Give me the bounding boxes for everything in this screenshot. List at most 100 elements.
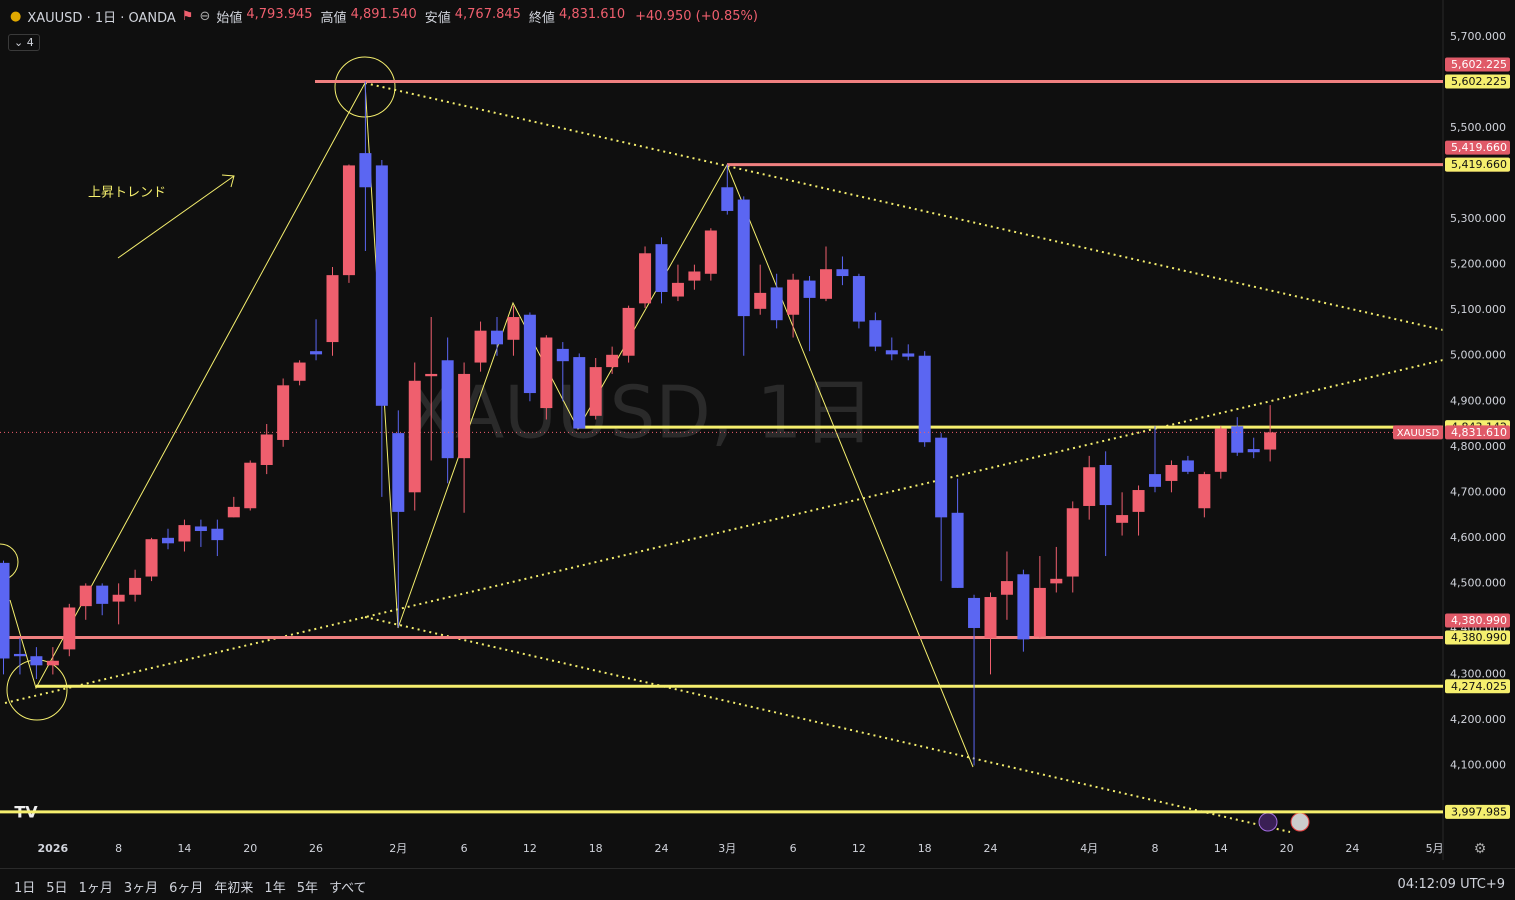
last-price-tag [1393, 425, 1443, 440]
candle-body [622, 307, 635, 356]
last-price-bg [1445, 425, 1510, 440]
candle-body [1116, 515, 1129, 523]
level-label: 5,602.225 [1451, 75, 1507, 88]
flag[interactable]: ⚑ [181, 9, 194, 24]
candle-body [737, 199, 750, 317]
x-tick-label: 2026 [38, 842, 69, 855]
candle-body [63, 607, 76, 650]
indicator-toggle[interactable]: ⌄ 4 [8, 34, 40, 51]
arrow-head [221, 174, 235, 188]
y-tick-label: 5,100.000 [1450, 303, 1506, 316]
candle-body [79, 585, 92, 607]
x-tick-label: 8 [1152, 842, 1159, 855]
level-label: 5,419.660 [1451, 141, 1507, 154]
x-tick-label: 18 [918, 842, 932, 855]
candle-body [1033, 587, 1046, 637]
ohlc-value: 4,793.945 [246, 7, 313, 22]
y-tick-label: 4,700.000 [1450, 485, 1506, 498]
x-tick-label: 6 [790, 842, 797, 855]
event-icon[interactable] [1290, 812, 1310, 832]
level-label: 4,380.990 [1451, 631, 1507, 644]
candle-body [277, 385, 290, 440]
candle-body [458, 373, 471, 459]
y-tick-label: 4,100.000 [1450, 758, 1506, 771]
candle-body [1050, 578, 1063, 584]
candle-body [244, 462, 257, 509]
candle-body [655, 244, 668, 292]
level-label: 5,419.660 [1451, 158, 1507, 171]
arrow [117, 175, 235, 259]
candle-body [869, 320, 882, 347]
level-label-bg [1445, 57, 1510, 72]
range-button[interactable]: 1ヶ月 [78, 881, 113, 896]
range-button[interactable]: 1日 [14, 881, 36, 896]
range-button[interactable]: 6ヶ月 [169, 881, 204, 896]
level-label-bg [1445, 630, 1510, 645]
x-tick-label: 5月 [1426, 842, 1444, 855]
candle-body [951, 512, 964, 588]
settings[interactable]: ⚙ [1474, 841, 1487, 857]
level-label-bg [1445, 613, 1510, 628]
trend-line [364, 82, 1444, 331]
candle-body [556, 348, 569, 362]
candle-body [671, 282, 684, 297]
candle-body [425, 373, 438, 377]
y-tick-label: 4,900.000 [1450, 394, 1506, 407]
y-tick-label: 4,800.000 [1450, 440, 1506, 453]
candle-body [704, 230, 717, 274]
status: ⊖ [199, 9, 211, 24]
candle-body [1149, 474, 1161, 487]
y-axis: 4,100.0004,200.0004,300.0004,400.0004,50… [1450, 30, 1506, 771]
range-button[interactable]: 1年 [264, 881, 286, 896]
ohlc-value: 4,767.845 [454, 7, 521, 22]
candle-body [178, 525, 191, 542]
candle-body [326, 275, 339, 343]
symbol[interactable]: XAUUSD · 1日 · OANDA [27, 11, 176, 26]
candle-body [787, 279, 800, 315]
clock: 04:12:09 UTC+9 [1397, 877, 1505, 892]
trend-line [4, 359, 1444, 704]
x-tick-label: 6 [461, 842, 468, 855]
range-button[interactable]: 5年 [296, 881, 318, 896]
candle-body [293, 362, 306, 381]
candle-body [1181, 460, 1194, 472]
candle-body [227, 506, 240, 518]
candle-body [162, 537, 174, 544]
range-button[interactable]: 3ヶ月 [123, 881, 159, 896]
candle-body [1214, 428, 1227, 472]
candle-body [852, 276, 865, 322]
candle-body [1099, 464, 1112, 506]
level-label: 5,602.225 [1451, 58, 1507, 71]
candle-body [573, 357, 586, 429]
level-label-bg [1445, 679, 1510, 694]
candle-body [211, 528, 224, 541]
level-label: 3,997.985 [1451, 805, 1507, 818]
x-tick-label: 20 [1280, 842, 1294, 855]
level-label: 4,380.990 [1451, 614, 1507, 627]
range-button[interactable]: すべて [328, 881, 367, 896]
level-label-bg [1445, 804, 1510, 819]
level-label-bg [1445, 74, 1510, 89]
candle-body [820, 269, 832, 299]
candle-body [0, 562, 10, 659]
event-icon[interactable] [1258, 812, 1278, 832]
candle-body [46, 660, 59, 666]
candle-body [721, 187, 734, 211]
candle-body [935, 437, 948, 518]
candle-body [30, 656, 43, 666]
candle-body [441, 360, 454, 459]
candle-body [902, 353, 915, 357]
chart: XAUUSD, 1日 上昇トレンド TV ⚙ 4,100.0004,200.00… [0, 0, 1510, 860]
y-tick-label: 4,600.000 [1450, 531, 1506, 544]
candle-body [310, 351, 323, 355]
change: +40.950 (+0.85%) [635, 9, 758, 24]
range-button[interactable]: 年初来 [214, 881, 254, 896]
ohlc: 始値 4,793.945 高値 4,891.540 安値 4,767.845 終値 4,831… [216, 7, 629, 26]
ohlc-label: 始値 [216, 11, 243, 26]
trend-line [364, 616, 1291, 833]
candle-body [474, 330, 487, 363]
x-tick-label: 26 [309, 842, 323, 855]
range-button[interactable]: 5日 [46, 881, 68, 896]
annotation: 上昇トレンド [88, 186, 166, 201]
